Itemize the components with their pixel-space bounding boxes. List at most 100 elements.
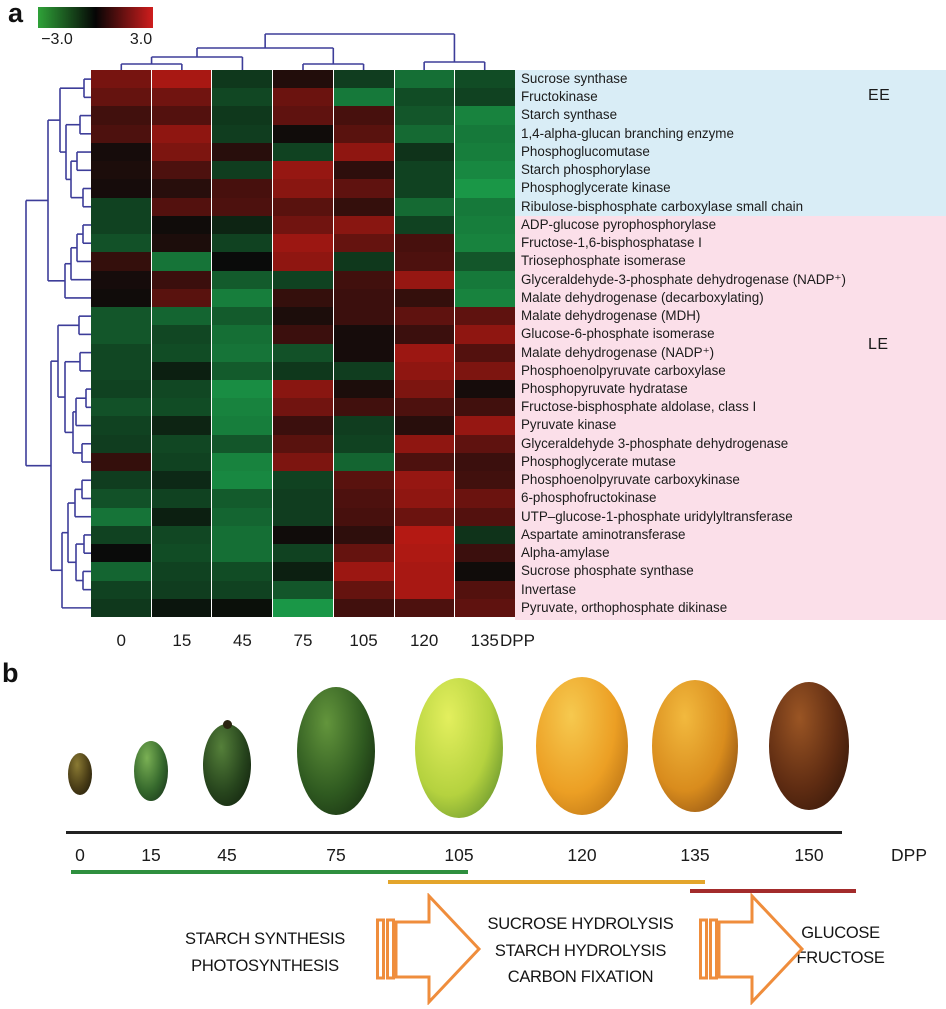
heatmap-cell bbox=[151, 398, 212, 417]
heatmap-cell bbox=[455, 70, 515, 89]
heatmap-cell bbox=[151, 343, 212, 362]
row-label: Invertase bbox=[521, 581, 577, 597]
heatmap-cell bbox=[273, 398, 333, 417]
heatmap-cell bbox=[91, 544, 151, 563]
heatmap-cell bbox=[151, 544, 212, 563]
heatmap-cell bbox=[394, 234, 455, 253]
heatmap-cell bbox=[333, 88, 394, 107]
heatmap-cell bbox=[151, 525, 212, 545]
heatmap-cell bbox=[91, 197, 151, 216]
heatmap-cell bbox=[394, 343, 455, 362]
heatmap-cell bbox=[394, 452, 455, 472]
row-label: Phosphoenolpyruvate carboxylase bbox=[521, 362, 726, 378]
row-label: Glucose-6-phosphate isomerase bbox=[521, 326, 715, 342]
heatmap-cell bbox=[394, 307, 455, 326]
heatmap-cell bbox=[273, 580, 333, 599]
heatmap-cell bbox=[273, 434, 333, 453]
fruit-image bbox=[652, 680, 738, 812]
heatmap-cell bbox=[212, 307, 273, 326]
row-label: Glyceraldehyde-3-phosphate dehydrogenase… bbox=[521, 271, 846, 287]
heatmap-cell bbox=[212, 361, 273, 380]
heatmap-cell bbox=[333, 106, 394, 125]
heatmap-cell bbox=[394, 106, 455, 125]
heatmap-cell bbox=[394, 161, 455, 180]
timeline-tick: 0 bbox=[75, 845, 85, 865]
heatmap-cell bbox=[91, 416, 151, 435]
heatmap-cell bbox=[91, 252, 151, 271]
timeline-tick: 15 bbox=[141, 845, 161, 865]
heatmap-cell bbox=[212, 580, 273, 599]
heatmap-cell bbox=[151, 307, 212, 326]
row-label: Fructokinase bbox=[521, 89, 598, 105]
heatmap-cell bbox=[273, 179, 333, 198]
heatmap-cell bbox=[273, 507, 333, 526]
heatmap-cell bbox=[455, 452, 515, 472]
row-label: Pyruvate, orthophosphate dikinase bbox=[521, 599, 728, 615]
block-arrow-icon bbox=[699, 893, 805, 1005]
block-arrow-icon bbox=[376, 893, 482, 1005]
legend-max-label: 3.0 bbox=[129, 31, 153, 48]
heatmap-cell bbox=[394, 544, 455, 563]
row-label: Phosphoenolpyruvate carboxykinase bbox=[521, 472, 740, 488]
heatmap-cell bbox=[333, 197, 394, 216]
row-label: Starch phosphorylase bbox=[521, 162, 651, 178]
heatmap-cell bbox=[273, 361, 333, 380]
heatmap-cell bbox=[91, 142, 151, 162]
heatmap-grid bbox=[91, 70, 515, 617]
heatmap-cell bbox=[273, 142, 333, 162]
timeline-axis bbox=[66, 831, 842, 834]
heatmap-cell bbox=[273, 489, 333, 508]
timeline-tick: 45 bbox=[217, 845, 237, 865]
heatmap-cell bbox=[455, 106, 515, 125]
heatmap-cell bbox=[212, 197, 273, 216]
heatmap-cell bbox=[273, 416, 333, 435]
heatmap-cell bbox=[212, 525, 273, 545]
le-group-band bbox=[515, 216, 946, 620]
heatmap-cell bbox=[273, 471, 333, 490]
heatmap-cell bbox=[333, 434, 394, 453]
heatmap-cell bbox=[394, 471, 455, 490]
heatmap-cell bbox=[91, 452, 151, 472]
row-label: Aspartate aminotransferase bbox=[521, 526, 686, 542]
heatmap-cell bbox=[333, 270, 394, 289]
x-axis-unit-label: DPP bbox=[500, 631, 535, 650]
heatmap-cell bbox=[151, 124, 212, 143]
heatmap-cell bbox=[394, 252, 455, 271]
heatmap-cell bbox=[455, 343, 515, 362]
heatmap-cell bbox=[394, 270, 455, 289]
heatmap-cell bbox=[394, 379, 455, 399]
heatmap-cell bbox=[151, 562, 212, 581]
row-label: UTP–glucose-1-phosphate uridylyltransfer… bbox=[521, 508, 793, 524]
heatmap-cell bbox=[212, 325, 273, 344]
heatmap-cell bbox=[333, 379, 394, 399]
heatmap-cell bbox=[333, 361, 394, 380]
annotation-hydrolysis: SUCROSE HYDROLYSIS STARCH HYDROLYSIS CARBO… bbox=[478, 911, 683, 991]
heatmap-cell bbox=[91, 307, 151, 326]
heatmap-cell bbox=[91, 70, 151, 89]
heatmap-cell bbox=[455, 598, 515, 617]
heatmap-cell bbox=[455, 416, 515, 435]
heatmap-cell bbox=[212, 598, 273, 617]
heatmap-cell bbox=[91, 124, 151, 143]
annotation-line: CARBON FIXATION bbox=[507, 968, 654, 986]
heatmap-cell bbox=[394, 179, 455, 198]
heatmap-cell bbox=[212, 179, 273, 198]
heatmap-cell bbox=[455, 307, 515, 326]
heatmap-cell bbox=[91, 562, 151, 581]
heatmap-cell bbox=[273, 343, 333, 362]
heatmap-cell bbox=[394, 525, 455, 545]
row-label: Pyruvate kinase bbox=[521, 417, 617, 433]
x-axis-tick: 15 bbox=[172, 631, 192, 650]
timeline-tick: 135 bbox=[680, 845, 710, 865]
heatmap-cell bbox=[212, 252, 273, 271]
row-label: Phosphoglucomutase bbox=[521, 143, 650, 159]
row-label: Ribulose-bisphosphate carboxylase small … bbox=[521, 198, 804, 214]
heatmap-cell bbox=[333, 471, 394, 490]
heatmap-cell bbox=[333, 215, 394, 235]
heatmap-cell bbox=[91, 325, 151, 344]
heatmap-cell bbox=[455, 471, 515, 490]
heatmap-cell bbox=[333, 489, 394, 508]
row-label: Malate dehydrogenase (decarboxylating) bbox=[521, 289, 764, 305]
heatmap-cell bbox=[333, 161, 394, 180]
